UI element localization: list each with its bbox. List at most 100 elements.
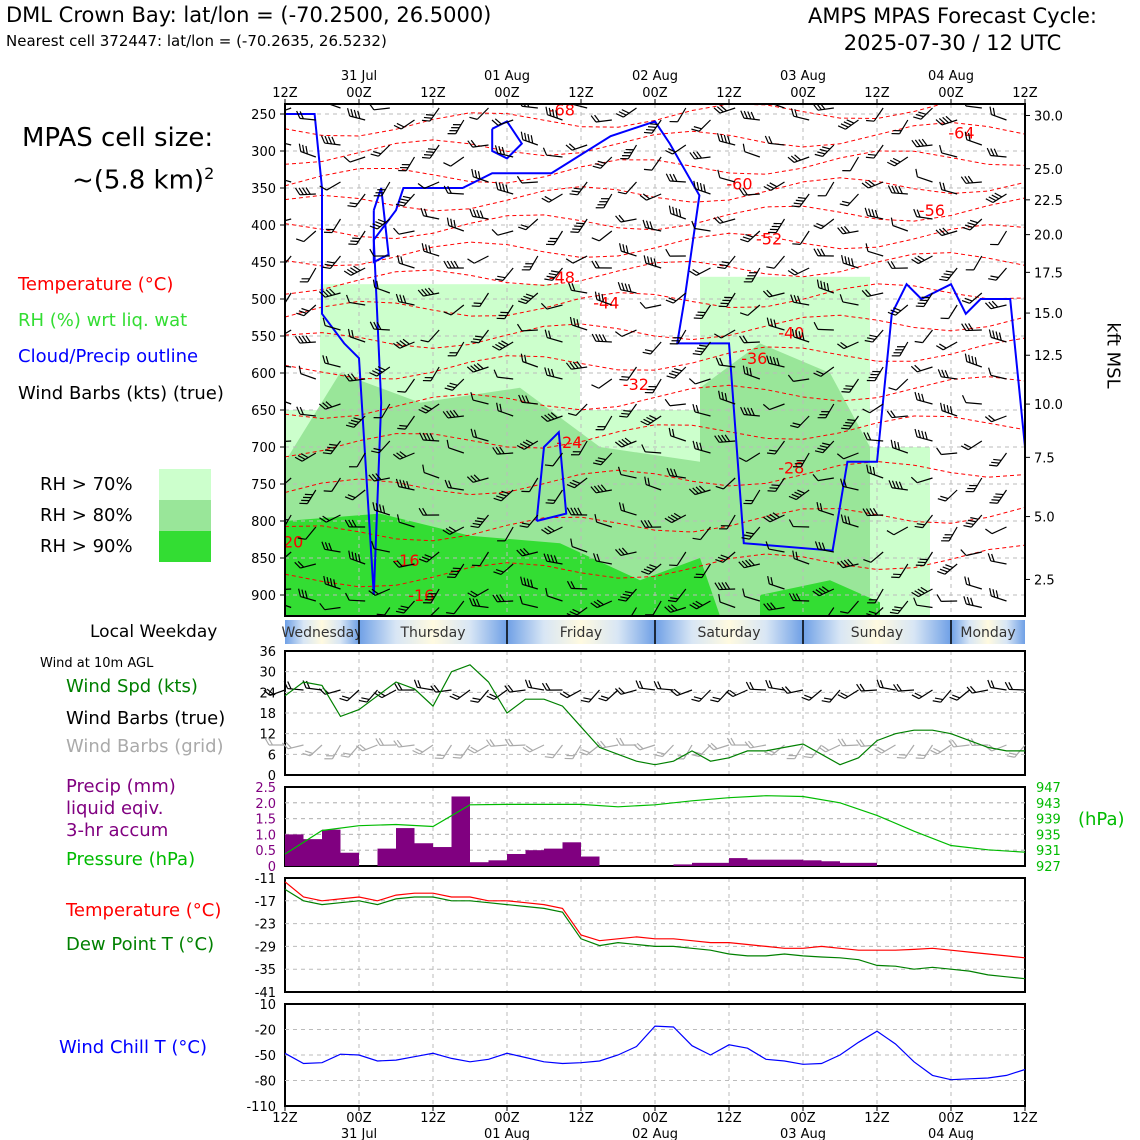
wind-barb <box>888 480 908 491</box>
wind-barb <box>791 328 810 343</box>
forecast-cycle-title: AMPS MPAS Forecast Cycle: 2025-07-30 / 1… <box>770 3 1135 57</box>
wind-barb <box>644 476 662 491</box>
wind-barb <box>322 317 341 331</box>
precip-bar <box>507 853 526 866</box>
wind-barb <box>422 366 440 382</box>
wind-barb <box>348 550 366 565</box>
wind-barbs-grid-label: Wind Barbs (grid) <box>66 736 224 757</box>
wind-barb <box>371 540 390 553</box>
isotherm <box>285 224 1025 267</box>
wind-barb <box>417 287 440 297</box>
xdate-top: 31 Jul <box>341 69 377 84</box>
wind-barb <box>298 588 317 602</box>
wind-barb <box>285 140 292 146</box>
cloud-outline <box>535 429 568 522</box>
xdate-bottom: 02 Aug <box>632 1127 678 1140</box>
wind-barb <box>962 218 983 231</box>
wind-barb <box>891 119 909 135</box>
wind-barb-true <box>339 689 360 702</box>
wind-barb <box>813 248 834 257</box>
wind-barb <box>935 115 958 126</box>
wind-barb <box>961 395 982 405</box>
wind-barb <box>493 489 514 502</box>
wind-barb <box>788 519 810 528</box>
wind-barb <box>915 551 934 567</box>
wind-barb <box>862 507 884 517</box>
wind-barb <box>294 560 316 569</box>
weekday-band <box>951 620 1025 644</box>
wind-barb-grid <box>302 744 323 757</box>
wind-barb <box>911 586 933 598</box>
cloud-outline <box>285 113 1025 596</box>
pressure-line <box>284 795 1026 855</box>
wind-barb <box>887 261 908 269</box>
precip-bar <box>747 859 766 866</box>
wind-barb-grid <box>544 744 563 759</box>
wind-barb-grid <box>596 740 619 749</box>
wind-barb <box>393 560 415 568</box>
wind-barb <box>285 107 292 115</box>
wind-barb-true <box>653 680 674 691</box>
wind-barb <box>788 593 810 602</box>
ytick-kft: 2.5 <box>1034 573 1055 588</box>
wind-barb-grid <box>355 744 378 752</box>
wind-barb <box>911 255 933 265</box>
wind-barb <box>743 489 761 505</box>
wind-barb-true <box>486 689 508 700</box>
wind-barb <box>393 227 415 235</box>
wind-barb <box>913 597 933 609</box>
wind-barb <box>470 329 489 344</box>
wind-barb-true <box>559 689 582 699</box>
wind-barb <box>421 107 440 122</box>
wind-barb <box>325 104 341 109</box>
wind-barb <box>323 218 342 234</box>
wind-barb-true <box>821 689 841 703</box>
wind-barb <box>516 439 539 450</box>
xtick-top: 00Z <box>790 86 816 101</box>
wind-barb <box>792 230 810 245</box>
wind-barb <box>566 580 588 590</box>
precip-bar <box>803 860 822 866</box>
wind-barb <box>742 143 761 158</box>
wind-barb-true <box>801 689 822 701</box>
wind-barb <box>865 243 884 257</box>
wind-barb <box>766 355 785 368</box>
nearest-cell-subtitle: Nearest cell 372447: lat/lon = (-70.2635… <box>6 32 387 50</box>
wind-barb <box>542 147 563 158</box>
wind-barb <box>322 440 341 455</box>
precip-bar <box>396 828 415 866</box>
wind-barb <box>591 260 612 269</box>
wind-barb <box>614 437 637 448</box>
wind-barb <box>839 478 859 491</box>
wind-barb-grid <box>707 742 730 751</box>
xtick-bottom: 00Z <box>494 1111 520 1126</box>
xdate-top: 03 Aug <box>780 69 826 84</box>
ytick-kft: 22.5 <box>1034 194 1063 209</box>
precip-bar <box>377 848 396 866</box>
wind-barb <box>615 214 637 223</box>
wind-barb <box>664 512 687 524</box>
ytick: 1.5 <box>255 813 276 828</box>
wind-barb <box>296 304 317 317</box>
wind-barb <box>937 563 958 575</box>
isotherm <box>285 150 1025 187</box>
wind-barb <box>713 216 736 224</box>
wind-barb-true <box>504 684 526 693</box>
xtick-bottom: 12Z <box>716 1111 742 1126</box>
wind-barb <box>318 288 341 298</box>
wind-barb <box>740 406 760 417</box>
xtick-top: 12Z <box>272 86 298 101</box>
wind-barb <box>420 207 440 220</box>
xtick-top: 12Z <box>1012 86 1038 101</box>
wind-barb <box>768 218 786 234</box>
temperature-panel-frame <box>284 877 1026 993</box>
wind-speed-label: Wind Spd (kts) <box>66 676 198 697</box>
xtick-top: 12Z <box>864 86 890 101</box>
windchill-line <box>284 1025 1026 1081</box>
wind-barb <box>766 317 785 331</box>
wind-barb <box>285 176 292 183</box>
wind-barb-grid <box>324 744 342 760</box>
wind-barb <box>669 329 687 345</box>
wind-barb <box>763 602 785 611</box>
